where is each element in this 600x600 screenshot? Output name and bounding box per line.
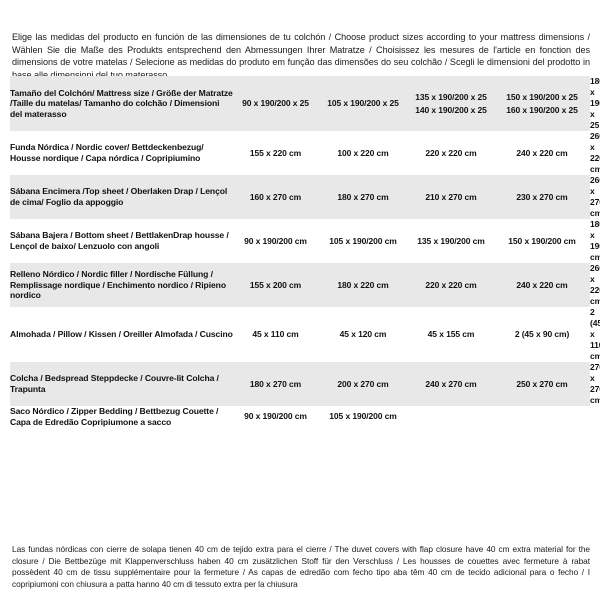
header-col-1-line-1: 90 x 190/200 x 25: [242, 98, 309, 108]
row-label-nordic-cover: Funda Nórdica / Nordic cover/ Bettdecken…: [10, 131, 233, 175]
cell-value: 210 x 270 cm: [408, 175, 494, 219]
header-col-3: 135 x 190/200 x 25 140 x 190/200 x 25: [408, 76, 494, 131]
cell-value: 240 x 220 cm: [494, 131, 590, 175]
cell-value: 160 x 270 cm: [233, 175, 318, 219]
cell-value: 100 x 220 cm: [318, 131, 408, 175]
row-label-pillow: Almohada / Pillow / Kissen / Oreiller Al…: [10, 307, 233, 362]
header-col-1: 90 x 190/200 x 25: [233, 76, 318, 131]
cell-value: 230 x 270 cm: [494, 175, 590, 219]
table-row: Sábana Encimera /Top sheet / Oberlaken D…: [10, 175, 600, 219]
cell-value: 2 (45 x 90 cm): [494, 307, 590, 362]
table-row: Relleno Nórdico / Nordic filler / Nordis…: [10, 263, 600, 307]
header-col-2: 105 x 190/200 x 25: [318, 76, 408, 131]
cell-value: 180 x 220 cm: [318, 263, 408, 307]
cell-value: 240 x 220 cm: [494, 263, 590, 307]
cell-value: 155 x 220 cm: [233, 131, 318, 175]
row-label-bedspread: Colcha / Bedspread Steppdecke / Couvre-l…: [10, 362, 233, 406]
cell-value: 220 x 220 cm: [408, 263, 494, 307]
cell-value: 105 x 190/200 cm: [318, 406, 408, 428]
cell-value: 180 x 270 cm: [318, 175, 408, 219]
row-label-zipper-bedding: Saco Nórdico / Zipper Bedding / Bettbezu…: [10, 406, 233, 428]
table-header-row: Tamaño del Colchón/ Mattress size / Größ…: [10, 76, 600, 131]
footnote-text: Las fundas nórdicas con cierre de solapa…: [12, 544, 590, 589]
row-label-bottom-sheet: Sábana Bajera / Bottom sheet / Bettlaken…: [10, 219, 233, 263]
cell-value: 90 x 190/200 cm: [233, 406, 318, 428]
cell-value: [408, 406, 494, 428]
header-col-4-line-2: 160 x 190/200 x 25: [506, 104, 578, 115]
cell-value: 220 x 220 cm: [408, 131, 494, 175]
table-row: Funda Nórdica / Nordic cover/ Bettdecken…: [10, 131, 600, 175]
product-size-table: Tamaño del Colchón/ Mattress size / Größ…: [10, 76, 600, 428]
cell-value: 150 x 190/200 cm: [494, 219, 590, 263]
cell-value: 45 x 155 cm: [408, 307, 494, 362]
table-row: Saco Nórdico / Zipper Bedding / Bettbezu…: [10, 406, 590, 428]
intro-paragraph: Elige las medidas del producto en funció…: [12, 32, 590, 80]
cell-value: 240 x 270 cm: [408, 362, 494, 406]
row-label-top-sheet: Sábana Encimera /Top sheet / Oberlaken D…: [10, 175, 233, 219]
header-col-4-line-1: 150 x 190/200 x 25: [506, 91, 578, 102]
cell-value: 135 x 190/200 cm: [408, 219, 494, 263]
header-col-3-line-1: 135 x 190/200 x 25: [415, 91, 487, 102]
cell-value: 45 x 120 cm: [318, 307, 408, 362]
table-row: Colcha / Bedspread Steppdecke / Couvre-l…: [10, 362, 600, 406]
cell-value: 90 x 190/200 cm: [233, 219, 318, 263]
cell-value: 180 x 270 cm: [233, 362, 318, 406]
header-col-3-line-2: 140 x 190/200 x 25: [415, 104, 487, 115]
header-col-2-line-1: 105 x 190/200 x 25: [327, 98, 399, 108]
cell-value: [494, 406, 590, 428]
header-col-4: 150 x 190/200 x 25 160 x 190/200 x 25: [494, 76, 590, 131]
cell-value: 250 x 270 cm: [494, 362, 590, 406]
table-row: Sábana Bajera / Bottom sheet / Bettlaken…: [10, 219, 600, 263]
size-table-container: Tamaño del Colchón/ Mattress size / Größ…: [10, 76, 600, 428]
cell-value: 45 x 110 cm: [233, 307, 318, 362]
header-row-label: Tamaño del Colchón/ Mattress size / Größ…: [10, 76, 233, 131]
cell-value: 105 x 190/200 cm: [318, 219, 408, 263]
table-row: Almohada / Pillow / Kissen / Oreiller Al…: [10, 307, 600, 362]
row-label-nordic-filler: Relleno Nórdico / Nordic filler / Nordis…: [10, 263, 233, 307]
cell-value: 155 x 200 cm: [233, 263, 318, 307]
cell-value: 200 x 270 cm: [318, 362, 408, 406]
